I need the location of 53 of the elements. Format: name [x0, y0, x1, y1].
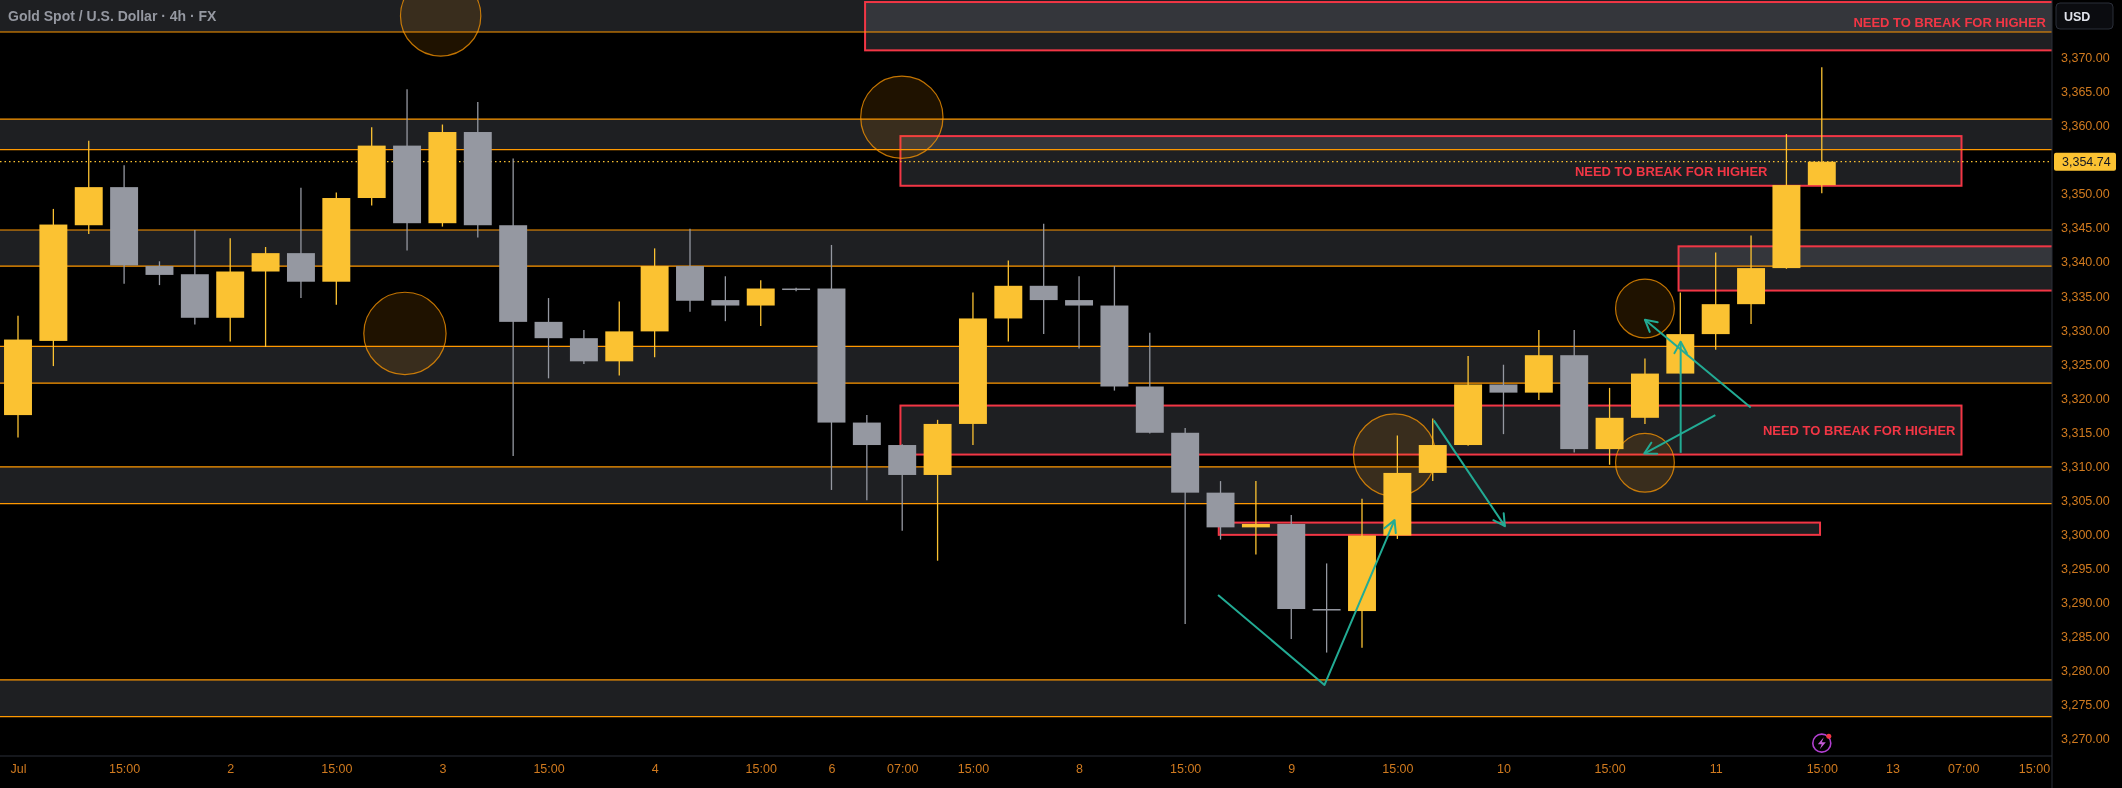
x-tick-label: 15:00	[1594, 761, 1626, 776]
x-tick-label: 6	[828, 761, 836, 776]
x-tick-label: 07:00	[887, 761, 919, 776]
candlestick	[1065, 275, 1094, 350]
y-tick-label: 3,270.00	[2061, 731, 2110, 746]
x-tick-label: 13	[1886, 761, 1901, 776]
y-tick-label: 3,345.00	[2061, 221, 2110, 236]
x-tick-label: 15:00	[2018, 761, 2051, 776]
ref-line-label: 3,354.74	[2062, 155, 2111, 170]
y-tick-label: 3,315.00	[2061, 425, 2110, 440]
y-tick-label: 3,305.00	[2061, 493, 2110, 508]
x-tick-label: 15:00	[533, 761, 565, 776]
y-tick-label: 3,370.00	[2061, 51, 2110, 66]
y-tick-label: 3,330.00	[2061, 323, 2110, 338]
y-tick-label: 3,325.00	[2061, 357, 2110, 372]
y-tick-label: 3,285.00	[2061, 629, 2110, 644]
x-tick-label: 9	[1288, 761, 1296, 776]
text: Gold Spot / U.S. Dollar · 4h · FX	[8, 8, 218, 25]
x-tick-label: 15:00	[1170, 761, 1202, 776]
x-tick-label: 15:00	[1382, 761, 1414, 776]
y-tick-label: 3,295.00	[2061, 561, 2110, 576]
y-axis-title: USD	[2064, 9, 2091, 24]
x-tick-label: 3	[439, 761, 447, 776]
candlestick	[1312, 562, 1341, 654]
x-tick-label: 15:00	[1806, 761, 1838, 776]
candlestick	[711, 275, 740, 322]
y-tick-label: 3,290.00	[2061, 595, 2110, 610]
x-tick-label: 07:00	[1948, 761, 1980, 776]
x-tick-label: 11	[1709, 761, 1723, 776]
x-tick-label: 10	[1497, 761, 1511, 776]
x-tick-label: 2	[227, 761, 235, 776]
x-tick-label: 8	[1076, 761, 1084, 776]
y-tick-label: 3,340.00	[2061, 255, 2110, 270]
y-tick-label: 3,350.00	[2061, 187, 2110, 202]
y-tick-label: 3,360.00	[2061, 119, 2110, 134]
candlestick	[1489, 364, 1518, 435]
x-tick-label: 15:00	[745, 761, 777, 776]
x-tick-label: 4	[651, 761, 659, 776]
y-tick-label: 3,320.00	[2061, 391, 2110, 406]
x-tick-label: Jul	[10, 761, 27, 776]
band-label: NEED TO BREAK FOR HIGHER	[1574, 163, 1769, 179]
x-tick-label: 15:00	[321, 761, 353, 776]
candlestick	[1029, 223, 1058, 335]
y-tick-label: 3,300.00	[2061, 527, 2110, 542]
y-tick-label: 3,310.00	[2061, 459, 2110, 474]
x-tick-label: 15:00	[957, 761, 990, 776]
y-tick-label: 3,335.00	[2061, 289, 2110, 304]
band-label: NEED TO BREAK FOR HIGHER	[1853, 14, 2047, 30]
y-tick-label: 3,280.00	[2061, 663, 2110, 678]
y-tick-label: 3,365.00	[2061, 85, 2110, 100]
y-tick-label: 3,275.00	[2061, 697, 2110, 712]
x-tick-label: 15:00	[108, 761, 141, 776]
band-label: NEED TO BREAK FOR HIGHER	[1762, 422, 1957, 438]
